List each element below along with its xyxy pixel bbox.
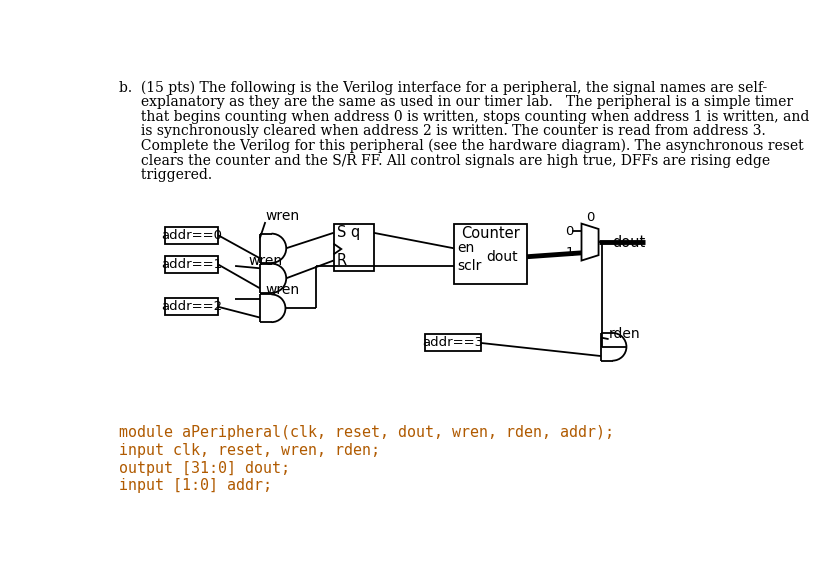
Text: input clk, reset, wren, rden;: input clk, reset, wren, rden; [119, 443, 380, 458]
Text: triggered.: triggered. [119, 168, 212, 182]
Text: q: q [351, 226, 360, 240]
Text: that begins counting when address 0 is written, stops counting when address 1 is: that begins counting when address 0 is w… [119, 110, 809, 124]
Text: b.  (15 pts) The following is the Verilog interface for a peripheral, the signal: b. (15 pts) The following is the Verilog… [119, 81, 767, 95]
Text: en: en [457, 241, 475, 255]
Text: input [1:0] addr;: input [1:0] addr; [119, 478, 272, 494]
Text: 0: 0 [586, 211, 594, 224]
Text: wren: wren [248, 253, 283, 267]
Text: addr==0: addr==0 [161, 229, 222, 242]
Text: clears the counter and the S/R FF. All control signals are high true, DFFs are r: clears the counter and the S/R FF. All c… [119, 154, 770, 168]
Text: wren: wren [265, 209, 300, 223]
Text: sclr: sclr [457, 259, 482, 273]
Text: 0: 0 [565, 225, 574, 238]
Bar [454, 224, 527, 284]
Text: module aPeripheral(clk, reset, dout, wren, rden, addr);: module aPeripheral(clk, reset, dout, wre… [119, 425, 614, 440]
Text: dout: dout [486, 250, 518, 264]
Text: S: S [336, 226, 346, 240]
Text: addr==2: addr==2 [161, 300, 222, 313]
Text: rden: rden [608, 327, 640, 340]
Bar [333, 224, 374, 271]
Text: output [31:0] dout;: output [31:0] dout; [119, 461, 289, 476]
Text: 1: 1 [565, 246, 574, 259]
Text: Complete the Verilog for this peripheral (see the hardware diagram). The asynchr: Complete the Verilog for this peripheral… [119, 139, 804, 153]
Text: Counter: Counter [461, 226, 520, 241]
Text: wren: wren [265, 283, 300, 297]
Text: dout: dout [612, 234, 646, 249]
Bar [165, 298, 218, 315]
Bar [165, 256, 218, 273]
Text: is synchronously cleared when address 2 is written. The counter is read from add: is synchronously cleared when address 2 … [119, 124, 765, 138]
Text: explanatory as they are the same as used in our timer lab.   The peripheral is a: explanatory as they are the same as used… [119, 95, 793, 109]
Bar [425, 335, 481, 351]
Bar [165, 227, 218, 244]
Text: R: R [336, 253, 347, 268]
Text: addr==3: addr==3 [422, 336, 483, 349]
Text: addr==1: addr==1 [161, 258, 222, 271]
